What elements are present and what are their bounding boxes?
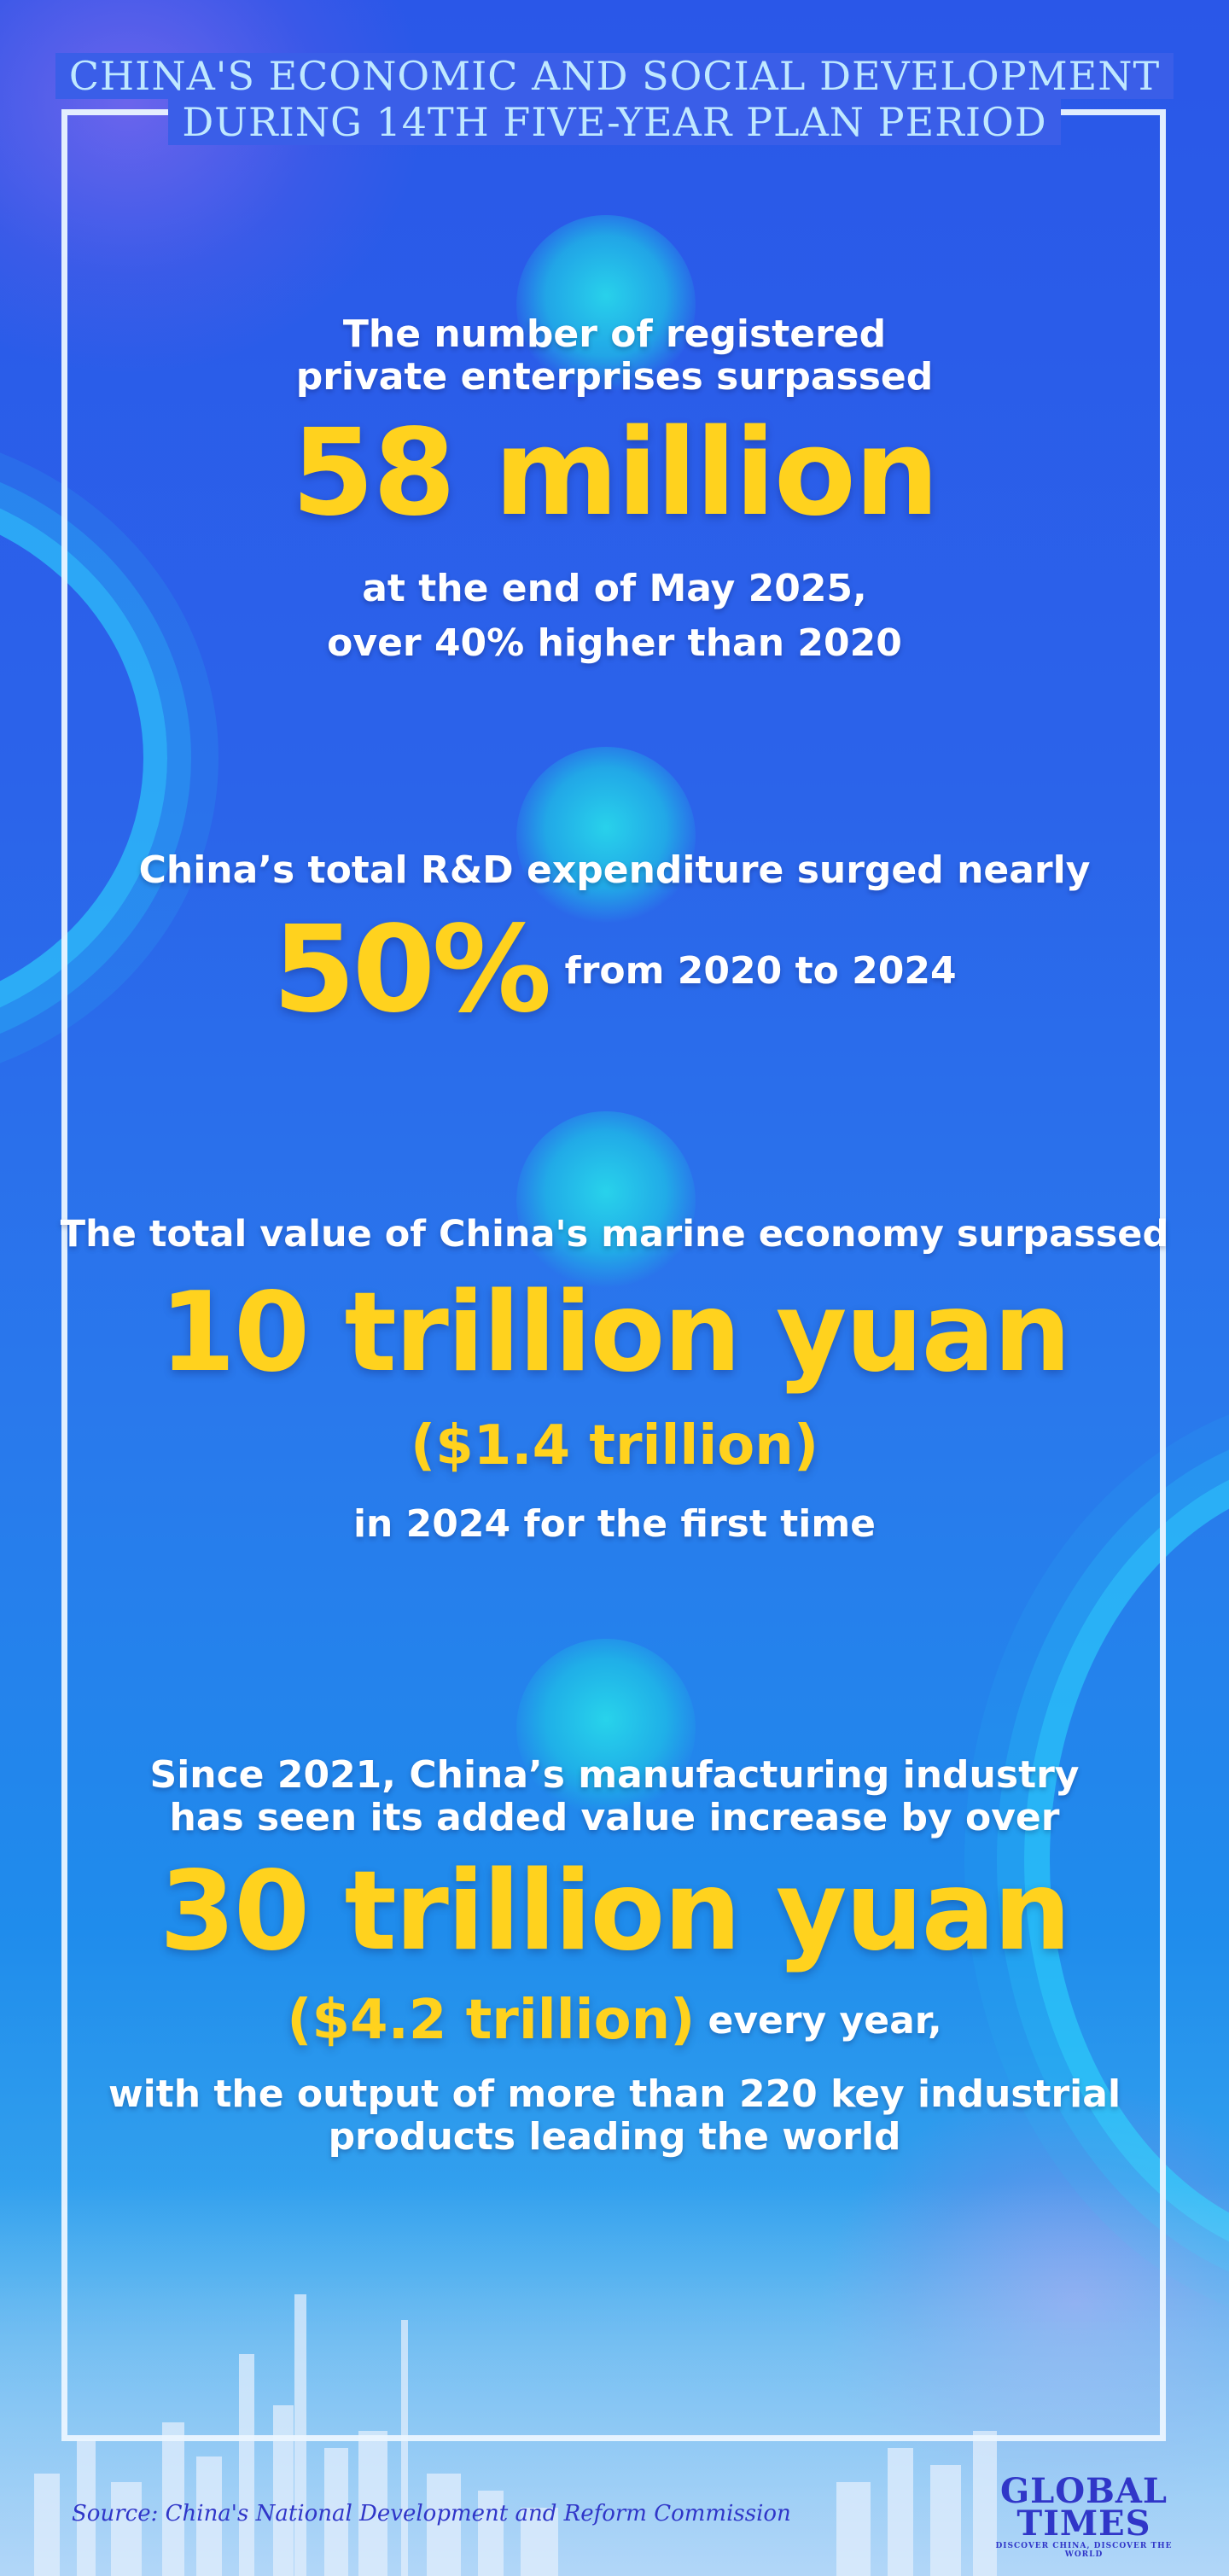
logo-line-2: TIMES [1016,2503,1151,2544]
glow-orb-2 [516,747,696,926]
s4-after-line-2: products leading the world [328,2115,901,2159]
s2-figure-row: 50% from 2020 to 2024 [0,906,1229,1034]
s4-figure: 30 trillion yuan [159,1848,1071,1975]
s1-intro-line-1: The number of registered [342,312,887,356]
s3-intro: The total value of China's marine econom… [60,1213,1169,1256]
s3-after: in 2024 for the first time [352,1502,877,1546]
glow-orb-1 [516,215,696,394]
s4-intro-line-2: has seen its added value increase by ove… [169,1796,1060,1839]
s3-figure: 10 trillion yuan [159,1269,1071,1396]
s2-figure: 50% [272,900,551,1040]
s4-after-line-1: with the output of more than 220 key ind… [108,2072,1121,2116]
source-note: Source: China's National Development and… [72,2501,791,2526]
s2-intro: China’s total R&D expenditure surged nea… [138,848,1091,892]
s1-figure: 58 million [291,404,939,543]
s1-after-line-1: at the end of May 2025, [362,567,867,610]
city-skyline [0,2183,1229,2576]
s4-usd-row: ($4.2 trillion) every year, [0,1989,1229,2052]
s1-after-line-2: over 40% higher than 2020 [327,621,902,665]
page-title: CHINA'S ECONOMIC AND SOCIAL DEVELOPMENT … [0,53,1229,145]
global-times-logo: GLOBAL TIMES DISCOVER CHINA, DISCOVER TH… [994,2471,1174,2560]
logo-line-1: GLOBAL [999,2471,1168,2511]
s4-usd: ($4.2 trillion) [287,1989,696,2052]
s3-usd: ($1.4 trillion) [410,1414,819,1477]
s2-after: from 2020 to 2024 [564,948,957,993]
s4-after-inline: every year, [708,1998,942,2043]
title-line-1: CHINA'S ECONOMIC AND SOCIAL DEVELOPMENT [55,53,1174,99]
s4-intro-line-1: Since 2021, China’s manufacturing indust… [149,1753,1080,1797]
glow-orb-3 [516,1111,696,1291]
glow-orb-4 [516,1639,696,1818]
logo-tagline: DISCOVER CHINA, DISCOVER THE WORLD [995,2542,1173,2559]
s1-intro-line-2: private enterprises surpassed [295,355,934,399]
title-line-2: DURING 14TH FIVE-YEAR PLAN PERIOD [168,99,1061,145]
